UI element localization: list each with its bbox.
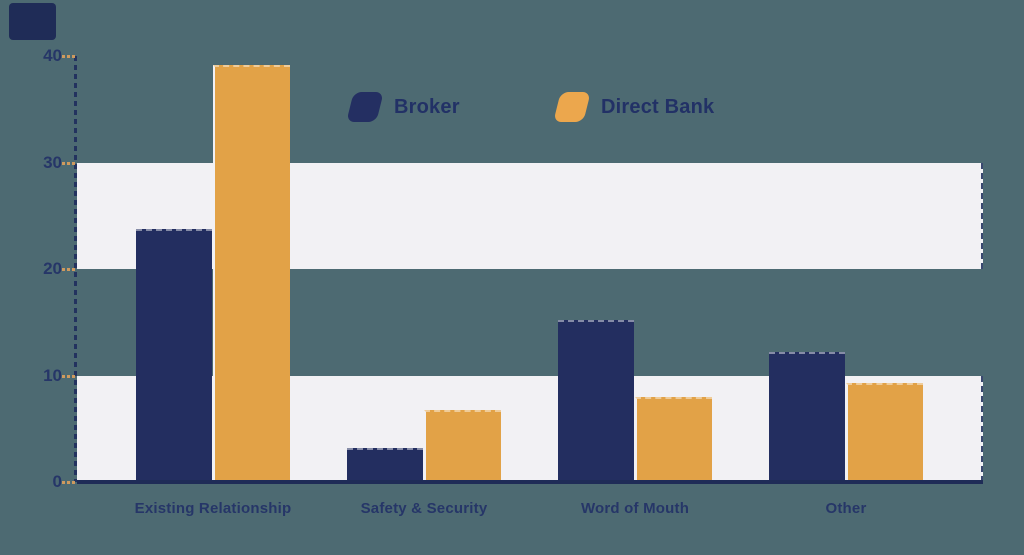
- x-axis-baseline: [77, 480, 983, 484]
- bar-broker-word-of-mouth: [558, 320, 634, 482]
- direct-bank-swatch-icon: [553, 92, 591, 122]
- legend-item-direct-bank: Direct Bank: [553, 90, 715, 124]
- y-tick-mark-20: [62, 268, 76, 271]
- bar-broker-other: [769, 352, 845, 482]
- bar-direct-bank-word-of-mouth: [635, 397, 712, 482]
- y-tick-mark-30: [62, 161, 76, 165]
- brand-logo-square: [9, 3, 56, 40]
- y-tick-label-30: 30: [43, 152, 62, 172]
- y-tick-label-40: 40: [43, 46, 62, 65]
- y-tick-label-10: 10: [43, 365, 62, 385]
- y-tick-mark-10: [62, 374, 76, 378]
- bar-direct-bank-existing-relationship: [213, 65, 290, 482]
- category-label-safety-security: Safety & Security: [360, 500, 488, 517]
- category-label-other: Other: [825, 500, 867, 517]
- legend-item-broker: Broker: [346, 90, 460, 124]
- legend-label-direct-bank: Direct Bank: [601, 95, 715, 118]
- bar-broker-safety-security: [347, 448, 423, 482]
- bar-direct-bank-safety-security: [424, 410, 501, 482]
- y-tick-label-20: 20: [43, 259, 62, 278]
- y-tick-label-0: 0: [52, 472, 62, 491]
- broker-swatch-icon: [346, 92, 384, 122]
- y-tick-mark-40: [62, 55, 76, 58]
- category-label-word-of-mouth: Word of Mouth: [580, 500, 690, 517]
- legend-label-broker: Broker: [394, 95, 460, 118]
- category-label-existing-relationship: Existing Relationship: [134, 500, 292, 517]
- bar-broker-existing-relationship: [136, 229, 212, 482]
- bar-direct-bank-other: [846, 383, 923, 482]
- y-tick-mark-0: [62, 481, 76, 484]
